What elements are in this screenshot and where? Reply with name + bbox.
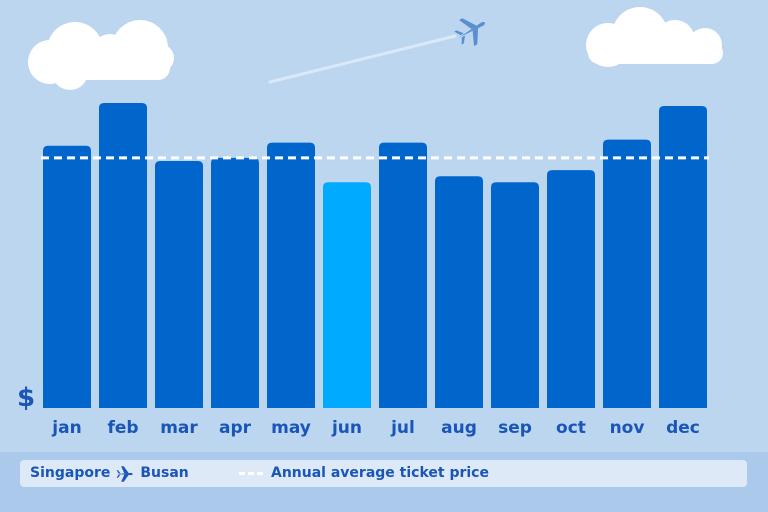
bar-sep (491, 182, 539, 408)
x-tick-label: jul (390, 418, 415, 438)
x-tick-label: nov (610, 418, 645, 438)
bars-group (43, 103, 707, 409)
x-tick-label: jan (51, 418, 81, 438)
x-tick-label: oct (556, 418, 586, 438)
legend-average: Annual average ticket price (239, 460, 489, 487)
x-tick-labels: jan feb mar apr may jun jul aug sep oct nov dec (51, 418, 700, 438)
bar-jul (379, 142, 427, 408)
legend-destination: Busan (140, 465, 189, 481)
cloud-icon (586, 7, 723, 67)
legend-dash-sample (239, 472, 263, 475)
airplane-icon (454, 18, 486, 47)
bar-nov (603, 139, 651, 408)
legend-origin: Singapore (30, 465, 111, 481)
bar-jun (323, 182, 371, 408)
bar-mar (155, 160, 203, 408)
legend: Singapore Busan Annual average ticket pr… (20, 460, 747, 487)
x-tick-label: may (271, 418, 311, 438)
bar-jan (43, 145, 91, 408)
legend-route: Singapore Busan (30, 460, 189, 487)
x-tick-label: apr (219, 418, 252, 438)
y-axis-label: $ (17, 383, 35, 413)
x-tick-label: aug (441, 418, 477, 438)
x-tick-label: mar (160, 418, 198, 438)
x-tick-label: dec (666, 418, 700, 438)
x-tick-label: sep (498, 418, 532, 438)
legend-average-label: Annual average ticket price (271, 465, 489, 481)
x-tick-label: jun (331, 418, 362, 438)
bar-aug (435, 176, 483, 408)
bar-oct (547, 170, 595, 408)
bar-dec (659, 106, 707, 409)
bar-may (267, 142, 315, 408)
cloud-icon (28, 20, 174, 90)
contrail (268, 34, 457, 84)
bar-apr (211, 157, 259, 408)
bar-feb (99, 103, 147, 408)
airplane-icon (117, 465, 134, 482)
x-tick-label: feb (107, 418, 138, 438)
